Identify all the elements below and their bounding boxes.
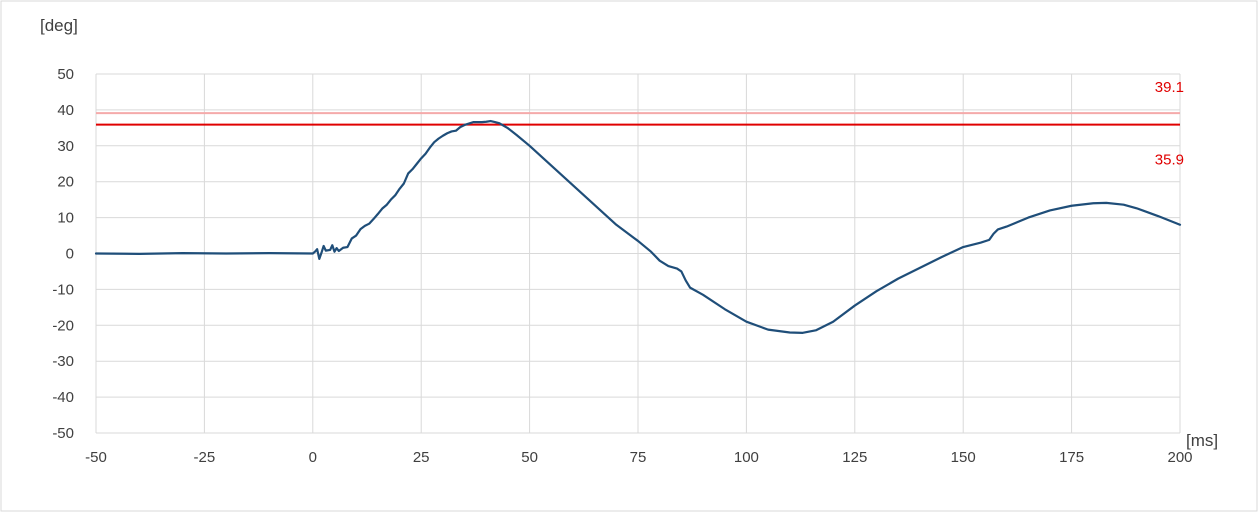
- y-axis-unit-label: [deg]: [40, 16, 78, 35]
- x-tick-label: 175: [1059, 449, 1084, 466]
- series-line-0: [94, 119, 1182, 334]
- reference-lines: [96, 112, 1180, 126]
- y-tick-label: -30: [52, 353, 74, 370]
- y-tick-label: -50: [52, 425, 74, 442]
- x-tick-label: -25: [194, 449, 216, 466]
- x-axis-tick-labels: -50 -25 0 25 50 75 100 125 150 175 200: [85, 449, 1192, 466]
- x-tick-label: -50: [85, 449, 107, 466]
- reference-line-labels: 39.1 35.9: [1155, 79, 1184, 168]
- series-layer: [94, 119, 1182, 334]
- x-tick-label: 150: [951, 449, 976, 466]
- x-tick-label: 75: [630, 449, 647, 466]
- y-tick-label: 0: [66, 246, 74, 263]
- reference-label-35-9: 35.9: [1155, 152, 1184, 169]
- x-tick-label: 0: [309, 449, 317, 466]
- y-tick-label: -10: [52, 281, 74, 298]
- x-axis-unit-label: [ms]: [1186, 431, 1218, 450]
- reference-label-39-1: 39.1: [1155, 79, 1184, 96]
- x-tick-label: 100: [734, 449, 759, 466]
- y-tick-label: -20: [52, 317, 74, 334]
- x-tick-label: 200: [1167, 449, 1192, 466]
- x-tick-label: 50: [521, 449, 538, 466]
- x-tick-label: 125: [842, 449, 867, 466]
- y-tick-label: 30: [57, 138, 74, 155]
- y-tick-label: 50: [57, 66, 74, 83]
- y-tick-label: 20: [57, 174, 74, 191]
- y-tick-label: 10: [57, 210, 74, 227]
- y-tick-label: -40: [52, 389, 74, 406]
- y-axis-tick-labels: -50 -40 -30 -20 -10 0 10 20 30 40 50: [52, 66, 74, 442]
- horizontal-gridlines: [96, 73, 1180, 434]
- y-tick-label: 40: [57, 102, 74, 119]
- x-tick-label: 25: [413, 449, 430, 466]
